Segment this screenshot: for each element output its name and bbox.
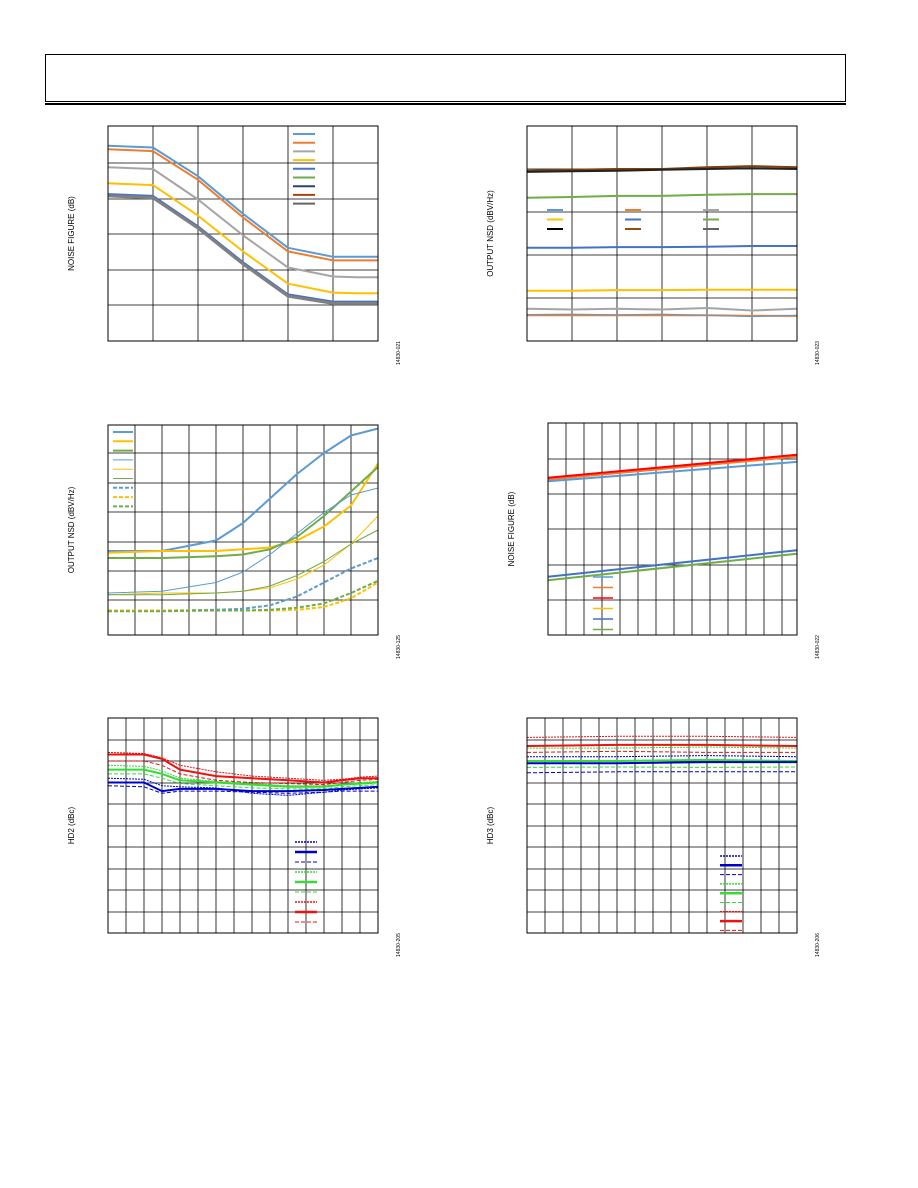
series-line-9 <box>108 579 379 613</box>
plot-frame <box>526 125 798 342</box>
series-line-1 <box>108 753 378 784</box>
plot-frame <box>107 424 379 636</box>
series-line-2 <box>107 148 378 262</box>
y-axis-label: OUTPUT NSD (dBV/Hz) <box>486 190 495 277</box>
series-line-1 <box>526 735 798 738</box>
figure-id: 14830-125 <box>396 635 402 659</box>
series-line-4 <box>108 768 379 788</box>
series-line-3 <box>547 460 798 483</box>
series-line-5 <box>527 288 797 292</box>
series-line-8 <box>526 313 798 318</box>
series-line-8 <box>107 777 379 796</box>
series-line-3 <box>107 166 378 279</box>
noise-figure-vs-frequency-chart: NOISE FIGURE (dB) 14830-022 <box>507 422 821 659</box>
series-line-6 <box>107 194 378 305</box>
series-line-4 <box>107 487 379 594</box>
series-line-1 <box>547 455 798 481</box>
figure-id: 14830-023 <box>815 341 821 365</box>
series-line-3 <box>526 193 797 199</box>
series-line-5 <box>547 549 798 578</box>
series-line-4 <box>107 182 378 295</box>
noise-figure-vs-gain-chart: NOISE FIGURE (dB) 14830-021 <box>67 125 402 365</box>
y-axis-label: HD3 (dBc) <box>486 806 495 844</box>
series-line-2 <box>107 462 379 554</box>
series-line-7 <box>527 314 797 317</box>
series-line-2 <box>526 743 798 747</box>
series-line-1 <box>107 144 378 258</box>
figure-id: 14830-021 <box>396 341 402 365</box>
series-line-6 <box>108 529 379 596</box>
series-line-9 <box>526 771 797 774</box>
hd2-vs-frequency-chart: HD2 (dBc) 14830-205 <box>67 717 402 957</box>
series-line-7 <box>527 755 798 758</box>
series-line-2 <box>526 167 798 173</box>
series-line-3 <box>526 750 797 753</box>
plot-frame <box>107 717 379 934</box>
y-axis-label: NOISE FIGURE (dB) <box>507 491 516 566</box>
output-nsd-vs-frequency-chart: OUTPUT NSD (dBV/Hz) 14830-125 <box>67 424 402 659</box>
series-line-6 <box>108 773 379 790</box>
figure-id: 14830-022 <box>815 635 821 659</box>
y-axis-label: HD2 (dBc) <box>67 806 76 844</box>
header-rule <box>45 103 846 105</box>
series-line-9 <box>107 785 378 794</box>
series-line-4 <box>527 746 798 749</box>
plot-frame <box>107 125 379 342</box>
plot-frame <box>526 717 798 934</box>
y-axis-label: OUTPUT NSD (dBV/Hz) <box>67 486 76 573</box>
plot-frame <box>547 422 798 636</box>
series-line-3 <box>108 466 379 559</box>
output-nsd-vs-gain-chart: OUTPUT NSD (dBV/Hz) 14830-023 <box>486 125 821 365</box>
series-line-6 <box>526 307 798 312</box>
series-line-4 <box>527 245 797 249</box>
series-line-5 <box>527 758 798 762</box>
series-line-2 <box>547 453 798 479</box>
figure-id: 14830-206 <box>815 933 821 957</box>
series-line-2 <box>107 751 379 781</box>
page-header <box>45 54 846 102</box>
series-line-5 <box>107 515 379 596</box>
figure-id: 14830-205 <box>396 933 402 957</box>
series-line-3 <box>108 760 379 786</box>
series-line-7 <box>108 781 379 793</box>
y-axis-label: NOISE FIGURE (dB) <box>67 196 76 271</box>
series-line-1 <box>108 427 379 552</box>
hd3-vs-frequency-chart: HD3 (dBc) 14830-206 <box>486 717 821 957</box>
series-line-8 <box>527 761 797 765</box>
series-line-4 <box>547 552 798 582</box>
series-line-5 <box>107 764 379 787</box>
